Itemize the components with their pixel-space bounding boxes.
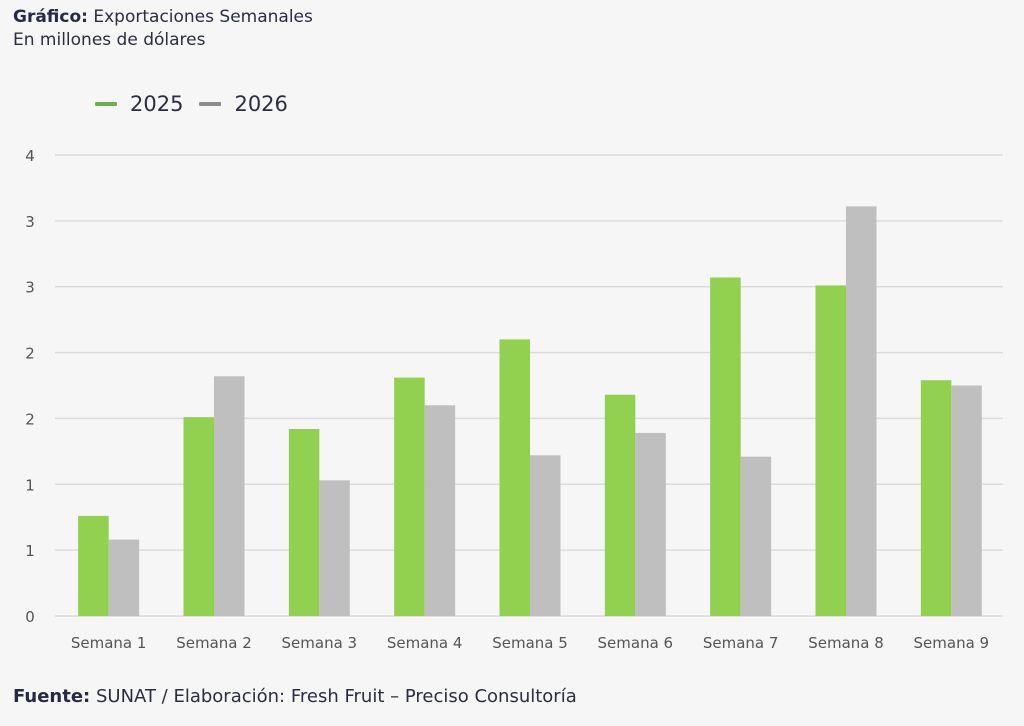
y-axis-ticks: 0 1 1 2 2 3 3 4	[25, 147, 35, 626]
y-tick-label: 2	[25, 345, 35, 363]
y-tick-label: 0	[25, 608, 35, 626]
x-tick-label: Semana 2	[176, 634, 252, 652]
bar-2025-7	[710, 277, 741, 616]
y-tick-label: 1	[25, 542, 35, 560]
x-tick-label: Semana 6	[598, 634, 674, 652]
bar-2026-5	[530, 455, 561, 616]
x-tick-label: Semana 4	[387, 634, 463, 652]
bar-2025-9	[920, 380, 952, 616]
bar-2026-9	[951, 385, 982, 616]
bar-2025-1	[78, 515, 109, 616]
bar-2025-3	[288, 428, 320, 616]
source-text: SUNAT / Elaboración: Fresh Fruit – Preci…	[95, 686, 577, 707]
x-tick-label: Semana 8	[808, 634, 884, 652]
bars	[78, 206, 982, 616]
legend-item-2025: 2025	[95, 92, 183, 116]
bar-2025-2	[183, 417, 214, 616]
title-text: Exportaciones Semanales	[93, 7, 313, 27]
legend-label-2026: 2026	[234, 92, 288, 116]
legend-swatch-2026	[199, 102, 222, 106]
title-prefix: Gráfico:	[13, 7, 88, 27]
y-tick-label: 3	[25, 279, 35, 297]
bar-2026-8	[846, 206, 877, 616]
bar-2026-4	[424, 405, 456, 616]
bar-2026-7	[740, 456, 772, 616]
x-tick-label: Semana 7	[703, 634, 779, 652]
y-tick-label: 2	[25, 410, 35, 428]
bar-2026-1	[108, 539, 140, 616]
source-note: Fuente: SUNAT / Elaboración: Fresh Fruit…	[13, 686, 577, 707]
bar-2025-8	[815, 285, 846, 616]
legend-swatch-2025	[95, 102, 117, 106]
y-tick-label: 4	[25, 147, 35, 165]
source-prefix: Fuente:	[13, 686, 91, 707]
x-tick-label: Semana 3	[282, 634, 358, 652]
legend-item-2026: 2026	[199, 92, 288, 116]
bar-2026-2	[214, 376, 245, 616]
chart-title: Gráfico: Exportaciones Semanales En mill…	[13, 6, 313, 52]
x-axis-ticks: Semana 1 Semana 2 Semana 3 Semana 4 Semana 5…	[71, 634, 989, 652]
x-tick-label: Semana 5	[492, 634, 568, 652]
x-tick-label: Semana 9	[914, 634, 990, 652]
chart-subtitle: En millones de dólares	[13, 30, 206, 50]
bar-2025-5	[499, 339, 530, 616]
legend: 2025 2026	[95, 92, 304, 116]
y-tick-label: 3	[25, 213, 35, 231]
bar-2025-4	[394, 377, 425, 616]
y-tick-label: 1	[25, 476, 35, 494]
bar-2026-6	[635, 432, 666, 616]
bar-2026-3	[319, 480, 350, 616]
bar-2025-6	[604, 394, 636, 616]
x-tick-label: Semana 1	[71, 634, 147, 652]
legend-label-2025: 2025	[130, 92, 184, 116]
